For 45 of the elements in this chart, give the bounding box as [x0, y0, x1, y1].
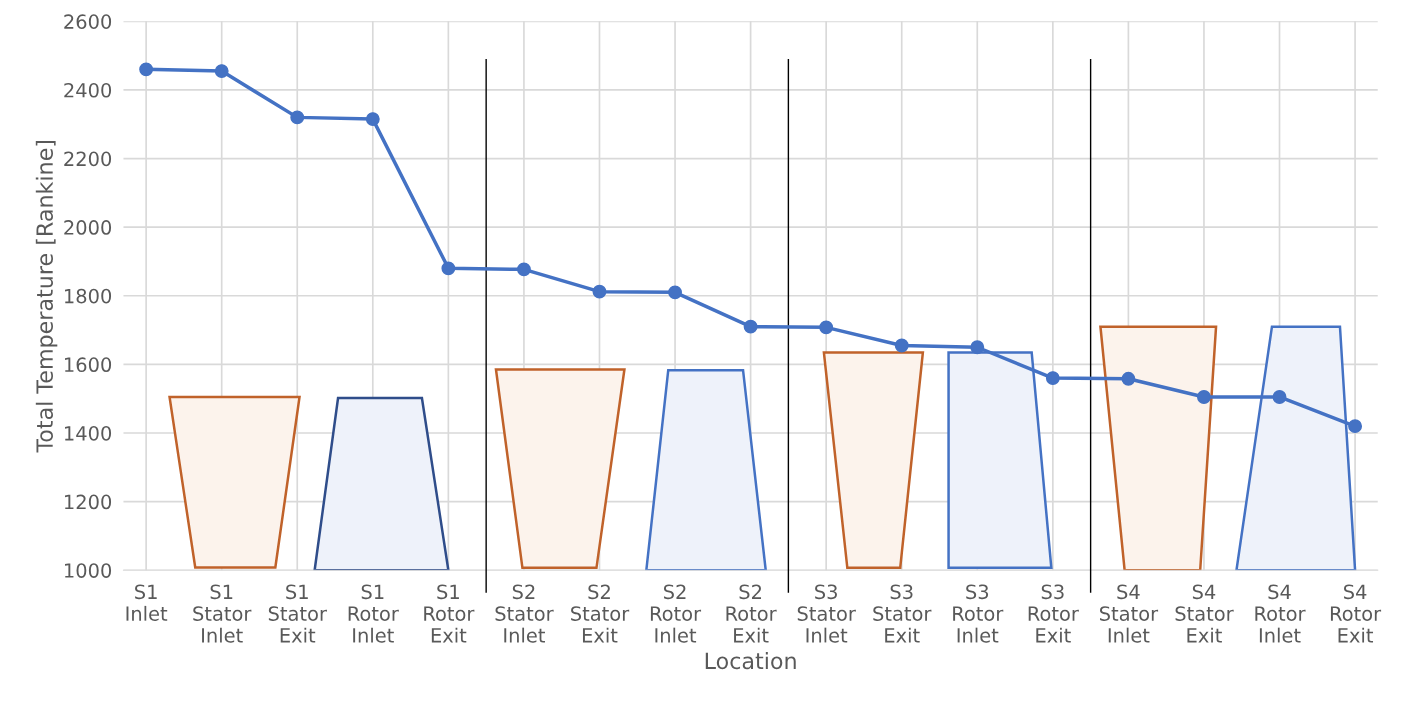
point [1272, 390, 1287, 404]
y-tick-label: 1200 [65, 494, 112, 510]
x-tick-label: S1 Stator Exit [268, 584, 327, 643]
point [970, 340, 985, 355]
x-tick-label: S1 Rotor Inlet [348, 584, 399, 643]
point [516, 262, 531, 277]
y-tick-label: 1400 [65, 425, 112, 441]
point [1045, 371, 1060, 386]
point [592, 284, 607, 299]
x-tick-label: S2 Stator Exit [571, 584, 630, 643]
x-tick-label: S3 Stator Exit [873, 584, 932, 643]
x-tick-label: S3 Rotor Inlet [953, 584, 1004, 643]
x-tick-label: S4 Rotor Exit [1330, 584, 1382, 643]
x-tick-label: S2 Stator Inlet [495, 584, 554, 643]
y-tick-label: 1600 [65, 357, 112, 373]
point [441, 261, 456, 276]
x-axis-title: Location [705, 652, 796, 670]
point [139, 62, 154, 77]
y-tick-label: 2400 [64, 82, 112, 98]
point [214, 64, 229, 79]
x-tick-label: S1 Rotor Exit [424, 584, 475, 643]
point [1121, 371, 1136, 386]
point [743, 319, 758, 334]
x-tick-label: S4 Stator Exit [1175, 584, 1234, 643]
point [819, 320, 834, 335]
point [894, 338, 909, 353]
point [1348, 419, 1363, 434]
x-tick-label: S4 Stator Inlet [1099, 584, 1159, 643]
x-tick-label: S1 Stator Inlet [193, 584, 252, 643]
x-tick-label: S2 Rotor Inlet [650, 584, 702, 643]
y-tick-label: 2000 [64, 220, 112, 235]
y-axis-title: Total Temperature [Rankine] [35, 140, 58, 453]
x-tick-label: S3 Stator Inlet [797, 584, 856, 643]
y-tick-label: 1000 [65, 563, 112, 578]
x-tick-label: S2 Rotor Exit [726, 584, 777, 643]
point [365, 112, 380, 127]
point [290, 110, 305, 125]
point [1197, 390, 1211, 404]
y-tick-label: 1800 [65, 288, 112, 304]
y-tick-label: 2600 [64, 14, 112, 29]
x-tick-label: S1 Inlet [126, 584, 168, 621]
x-tick-label: S4 Rotor Inlet [1255, 584, 1306, 643]
x-tick-label: S3 Rotor Exit [1028, 584, 1079, 643]
y-tick-label: 2200 [64, 151, 112, 167]
point [668, 285, 682, 300]
